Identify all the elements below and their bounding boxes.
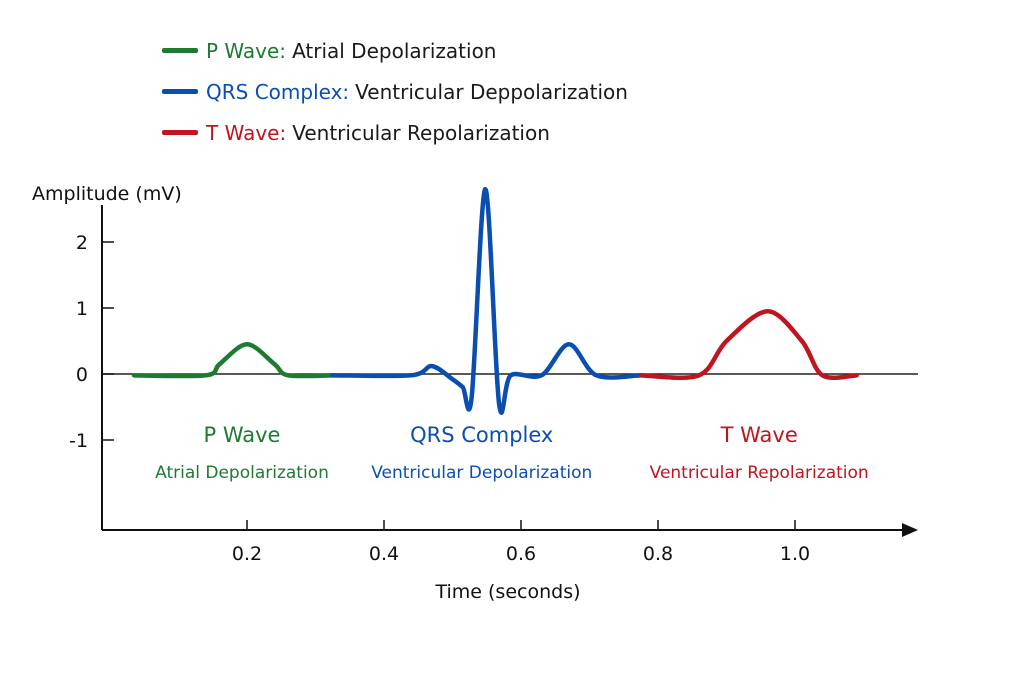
legend-desc: Ventricular Deppolarization (355, 79, 628, 104)
x-tick-label: 1.0 (780, 543, 810, 565)
legend-item-p-wave: P Wave: Atrial Depolarization (162, 30, 628, 71)
y-tick-label: 2 (76, 232, 88, 254)
legend-swatch (162, 130, 198, 135)
x-tick-label: 0.4 (369, 543, 399, 565)
annotation-subtitle: Atrial Depolarization (155, 463, 329, 483)
annotation-title: P Wave (204, 423, 281, 447)
legend-name: QRS Complex: (206, 79, 350, 104)
x-tick-label: 0.2 (232, 543, 262, 565)
legend-swatch (162, 89, 198, 94)
legend-name: T Wave: (206, 120, 287, 145)
series-qrs-complex (330, 186, 644, 415)
legend-item-t-wave: T Wave: Ventricular Repolarization (162, 112, 628, 153)
y-tick-label: 0 (76, 364, 88, 386)
x-axis-arrow-icon (902, 523, 918, 537)
series-t-wave (638, 309, 859, 380)
legend: P Wave: Atrial Depolarization QRS Comple… (162, 30, 628, 153)
x-axis-title: Time (seconds) (434, 581, 580, 603)
legend-name: P Wave: (206, 38, 287, 63)
y-axis-title: Amplitude (mV) (32, 183, 182, 205)
x-tick-label: 0.8 (643, 543, 673, 565)
legend-desc: Atrial Depolarization (292, 38, 497, 63)
legend-desc: Ventricular Repolarization (292, 120, 550, 145)
series-p-wave (131, 342, 335, 379)
x-tick-label: 0.6 (506, 543, 536, 565)
legend-item-qrs-complex: QRS Complex: Ventricular Deppolarization (162, 71, 628, 112)
legend-swatch (162, 48, 198, 53)
y-tick-label: 1 (76, 298, 88, 320)
y-tick-label: -1 (69, 430, 88, 452)
annotation-title: T Wave (720, 423, 798, 447)
annotation-title: QRS Complex (410, 423, 553, 447)
annotation-subtitle: Ventricular Repolarization (650, 463, 869, 483)
annotation-subtitle: Ventricular Depolarization (371, 463, 592, 483)
